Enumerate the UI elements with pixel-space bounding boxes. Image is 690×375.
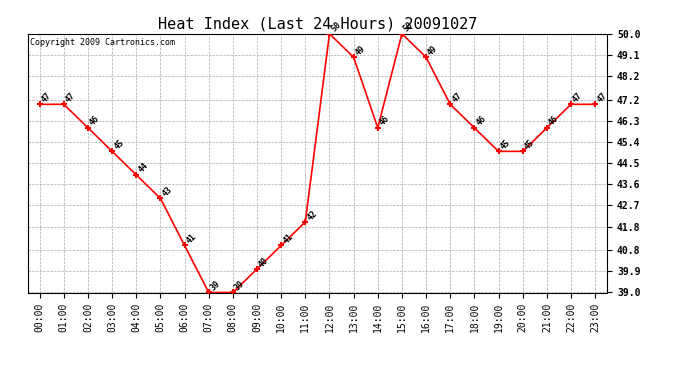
Text: 46: 46 [546,114,560,128]
Text: 45: 45 [112,138,126,152]
Text: 47: 47 [450,91,464,104]
Text: 39: 39 [233,279,246,292]
Text: 41: 41 [184,232,198,246]
Title: Heat Index (Last 24 Hours) 20091027: Heat Index (Last 24 Hours) 20091027 [158,16,477,31]
Text: 43: 43 [160,185,174,198]
Text: 47: 47 [571,91,584,104]
Text: 46: 46 [378,114,391,128]
Text: 47: 47 [39,91,53,104]
Text: 49: 49 [426,44,440,57]
Text: 47: 47 [63,91,77,104]
Text: 46: 46 [88,114,101,128]
Text: 41: 41 [282,232,295,246]
Text: 40: 40 [257,255,270,269]
Text: 45: 45 [498,138,512,152]
Text: 49: 49 [353,44,367,57]
Text: Copyright 2009 Cartronics.com: Copyright 2009 Cartronics.com [30,38,175,46]
Text: 47: 47 [595,91,609,104]
Text: 50: 50 [330,20,343,34]
Text: 45: 45 [523,138,536,152]
Text: 42: 42 [305,209,319,222]
Text: 39: 39 [208,279,222,292]
Text: 46: 46 [475,114,488,128]
Text: 50: 50 [402,20,415,34]
Text: 44: 44 [136,162,150,175]
